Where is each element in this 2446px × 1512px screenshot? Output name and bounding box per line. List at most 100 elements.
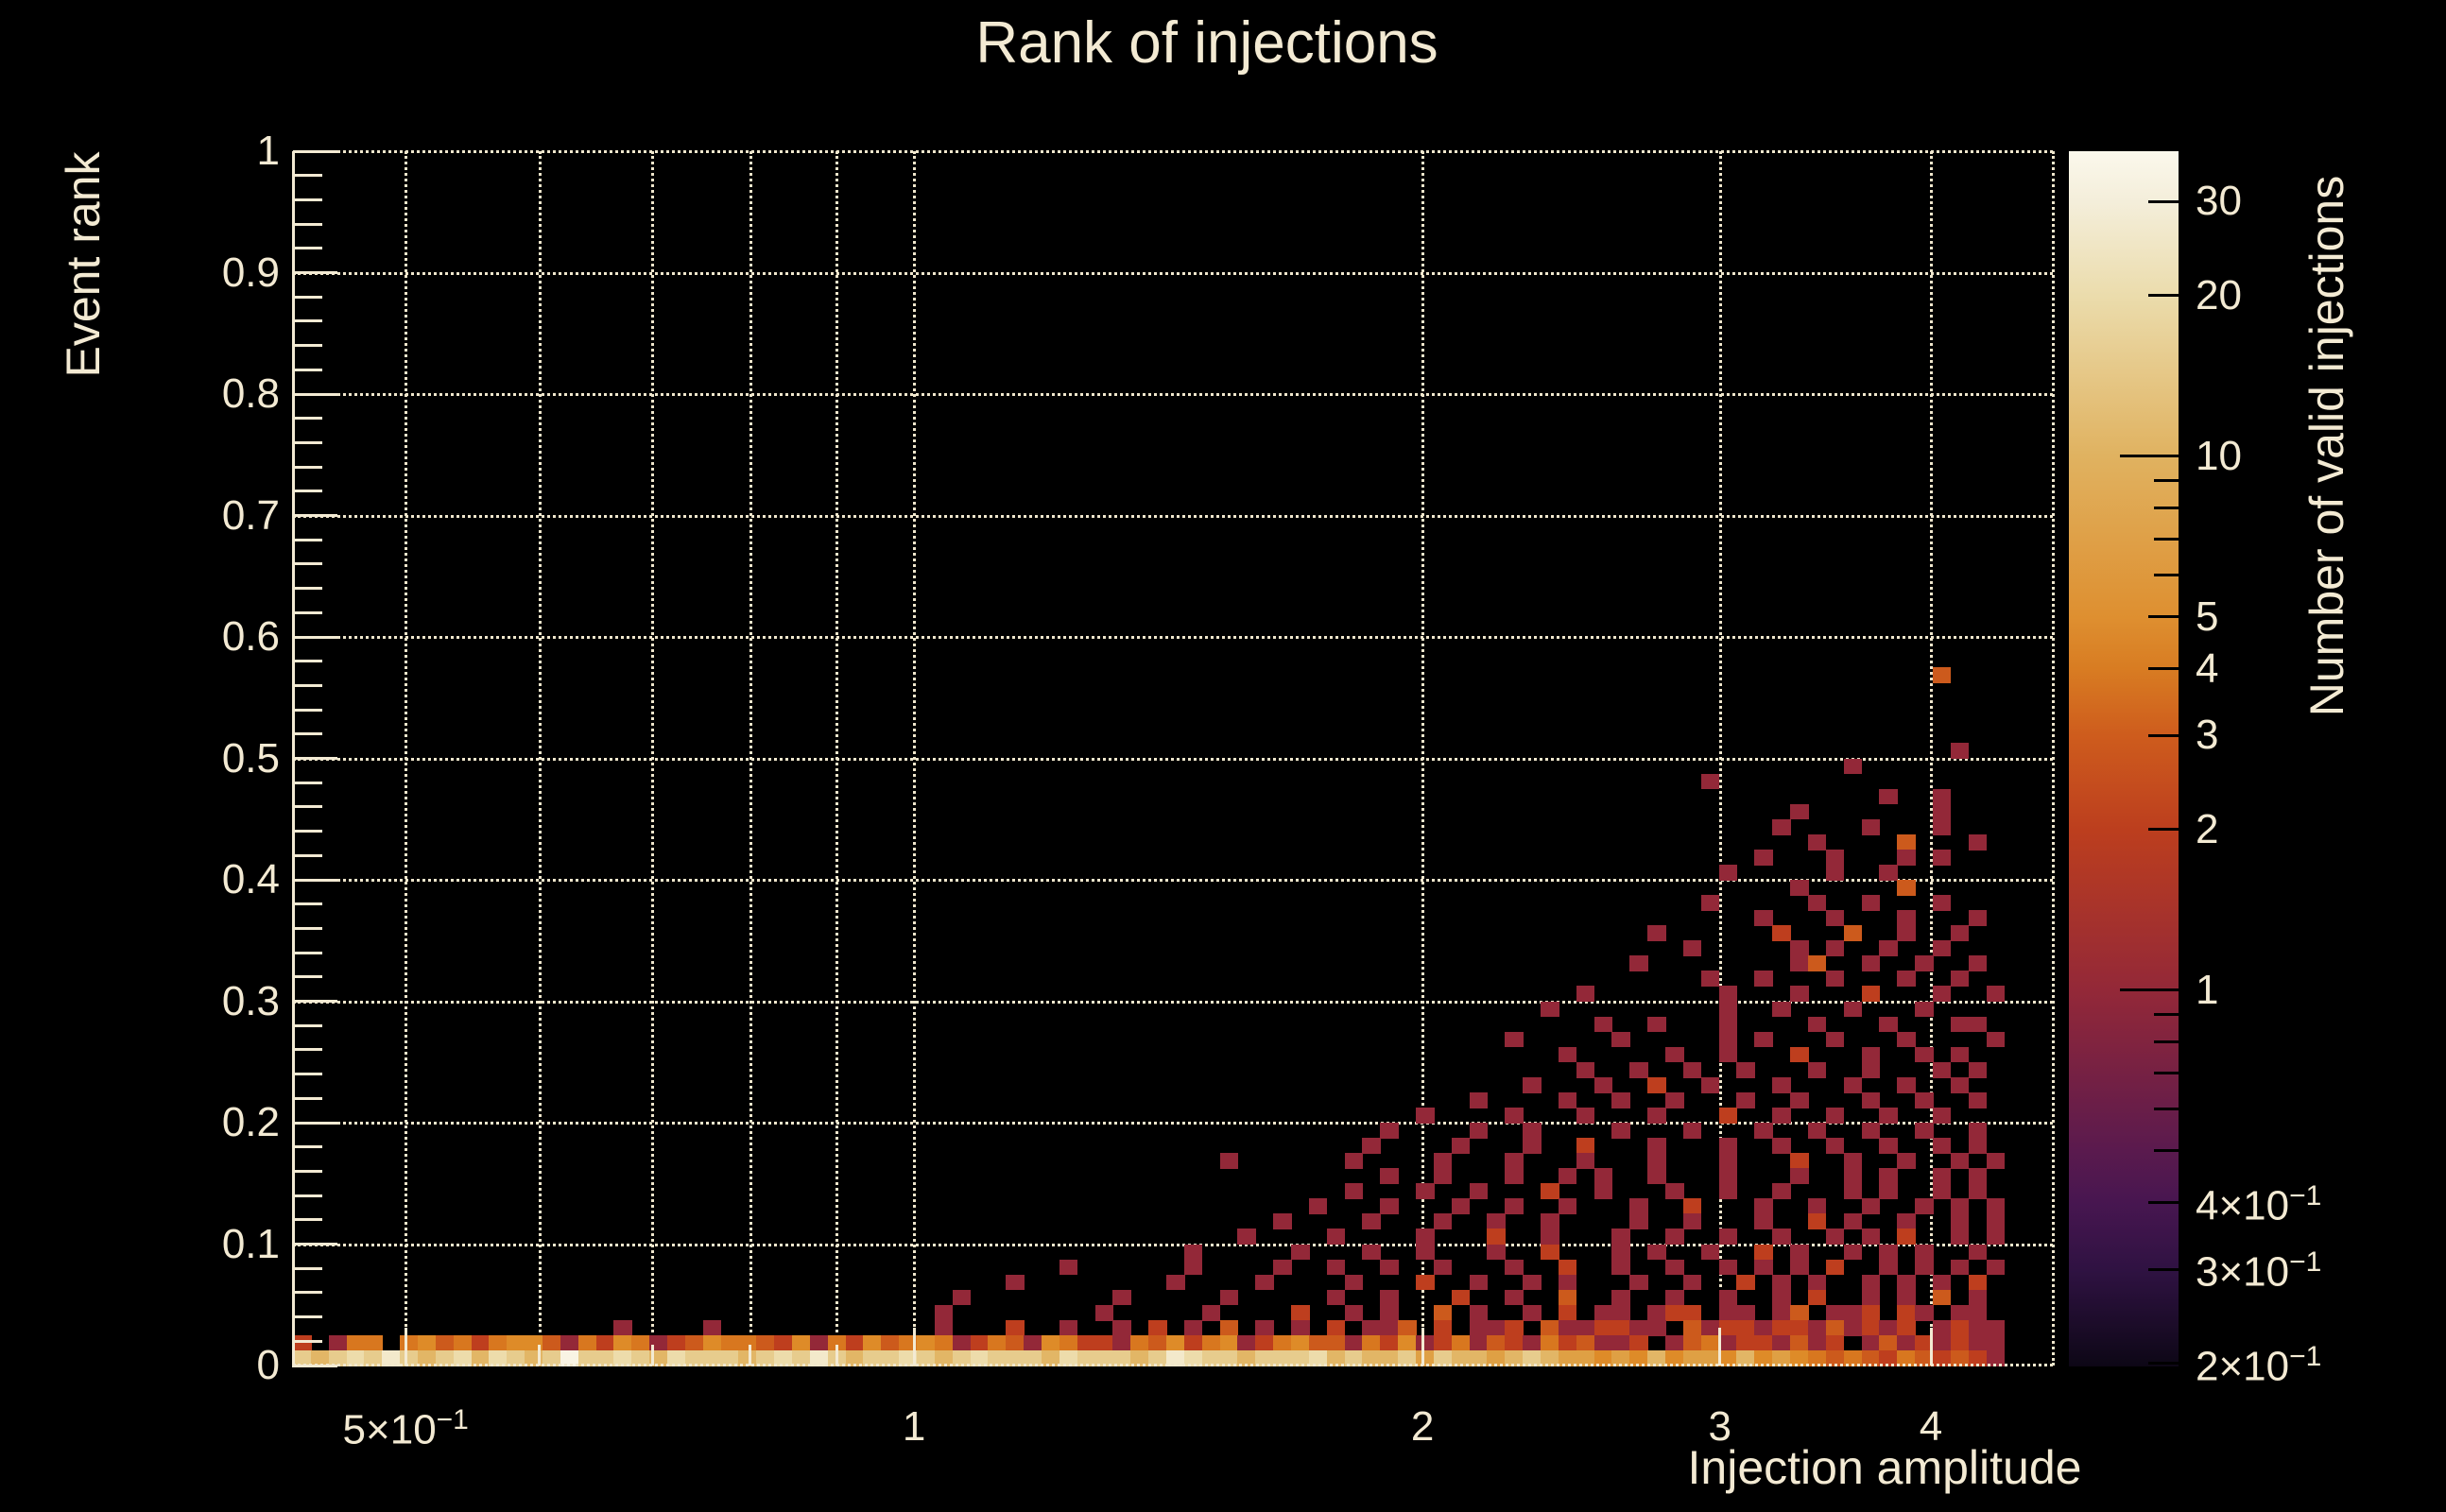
heatmap-cell <box>1861 1228 1881 1246</box>
heatmap-cell <box>1932 1289 1952 1306</box>
heatmap-cell <box>1772 1304 1791 1321</box>
y-minor-tick <box>294 610 322 614</box>
heatmap-cell <box>400 1334 419 1351</box>
heatmap-cell <box>1897 1289 1916 1306</box>
heatmap-cell <box>1986 1334 2006 1351</box>
heatmap-cell <box>1665 1289 1684 1306</box>
heatmap-cell <box>1416 1183 1435 1199</box>
heatmap-cell <box>1006 1274 1025 1291</box>
heatmap-cell <box>1647 1349 1666 1366</box>
heatmap-cell <box>649 1334 668 1351</box>
x-minor-tick <box>650 1345 654 1366</box>
gridline <box>293 271 2053 275</box>
heatmap-cell <box>1986 1198 2006 1215</box>
heatmap-cell <box>1968 1183 1988 1199</box>
heatmap-cell <box>1416 1349 1435 1366</box>
y-minor-tick <box>294 660 322 663</box>
heatmap-cell <box>1754 1244 1773 1261</box>
heatmap-cell <box>1291 1244 1310 1261</box>
heatmap-cell <box>293 1349 312 1366</box>
heatmap-cell <box>1042 1334 1060 1351</box>
heatmap-cell <box>1950 1349 1970 1366</box>
colorbar <box>2069 151 2179 1366</box>
y-minor-tick <box>294 562 322 566</box>
heatmap-cell <box>1932 1334 1952 1351</box>
heatmap-cell <box>1932 667 1952 683</box>
heatmap-cell <box>863 1334 882 1351</box>
colorbar-tick <box>2148 294 2179 298</box>
heatmap-cell <box>809 1334 829 1351</box>
heatmap-cell <box>1558 1289 1577 1306</box>
heatmap-cell <box>1183 1319 1203 1336</box>
heatmap-cell <box>1183 1334 1203 1351</box>
heatmap-cell <box>1344 1183 1364 1199</box>
heatmap-cell <box>1718 1228 1738 1246</box>
heatmap-cell <box>1968 1091 1988 1108</box>
heatmap-cell <box>1665 1334 1684 1351</box>
y-major-tick <box>294 1000 337 1003</box>
heatmap-cell <box>1629 1319 1648 1336</box>
heatmap-cell <box>1843 925 1863 941</box>
heatmap-cell <box>1825 849 1845 866</box>
heatmap-cell <box>1807 895 1827 911</box>
heatmap-cell <box>1094 1334 1114 1351</box>
heatmap-cell <box>1932 1319 1952 1336</box>
heatmap-cell <box>917 1334 936 1351</box>
y-minor-tick <box>294 1048 322 1052</box>
heatmap-cell <box>1861 1198 1881 1215</box>
heatmap-cell <box>1451 1289 1471 1306</box>
heatmap-cell <box>1718 1001 1738 1018</box>
heatmap-cell <box>1807 1274 1827 1291</box>
heatmap-cell <box>1611 1289 1631 1306</box>
gridline <box>293 514 2053 518</box>
heatmap-cell <box>1451 1198 1471 1215</box>
colorbar-minor-tick <box>2154 573 2179 576</box>
x-major-tick <box>912 1328 916 1366</box>
heatmap-cell <box>1469 1319 1489 1336</box>
heatmap-cell <box>1968 1289 1988 1306</box>
gridline <box>293 393 2053 396</box>
heatmap-cell <box>1558 1198 1577 1215</box>
colorbar-minor-tick <box>2154 1013 2179 1017</box>
heatmap-cell <box>1308 1198 1328 1215</box>
y-minor-tick <box>294 247 322 250</box>
heatmap-cell <box>1112 1319 1131 1336</box>
heatmap-cell <box>1629 955 1648 972</box>
x-tick-label: 5×10−1 <box>342 1404 469 1453</box>
y-tick-label: 0.1 <box>221 1220 280 1267</box>
heatmap-cell <box>489 1349 508 1366</box>
x-minor-tick <box>749 1345 752 1366</box>
colorbar-minor-tick <box>2154 537 2179 541</box>
y-minor-tick <box>294 853 322 857</box>
heatmap-cell <box>1807 1016 1827 1033</box>
heatmap-cell <box>1647 1319 1666 1336</box>
heatmap-cell <box>453 1349 473 1366</box>
heatmap-cell <box>1950 1046 1970 1063</box>
heatmap-cell <box>489 1334 508 1351</box>
heatmap-cell <box>1897 910 1916 926</box>
heatmap-cell <box>1825 1319 1845 1336</box>
heatmap-cell <box>507 1334 525 1351</box>
heatmap-cell <box>1558 1046 1577 1063</box>
heatmap-cell <box>1968 910 1988 926</box>
y-minor-tick <box>294 975 322 979</box>
heatmap-cell <box>1523 1138 1542 1154</box>
heatmap-cell <box>1433 1349 1453 1366</box>
heatmap-cell <box>1772 1228 1791 1246</box>
heatmap-cell <box>1950 1153 1970 1169</box>
y-minor-tick <box>294 951 322 954</box>
heatmap-cell <box>1772 1076 1791 1093</box>
colorbar-minor-tick <box>2154 1107 2179 1110</box>
heatmap-cell <box>1718 864 1738 881</box>
heatmap-cell <box>1682 1274 1702 1291</box>
heatmap-cell <box>1541 1244 1559 1261</box>
heatmap-cell <box>1986 1349 2006 1366</box>
y-minor-tick <box>294 1096 322 1100</box>
heatmap-cell <box>1825 1304 1845 1321</box>
heatmap-cell <box>1736 1334 1756 1351</box>
y-minor-tick <box>294 830 322 833</box>
heatmap-cell <box>1968 1349 1988 1366</box>
chart-title: Rank of injections <box>975 10 1438 76</box>
heatmap-cell <box>1344 1304 1364 1321</box>
heatmap-cell <box>1754 971 1773 988</box>
